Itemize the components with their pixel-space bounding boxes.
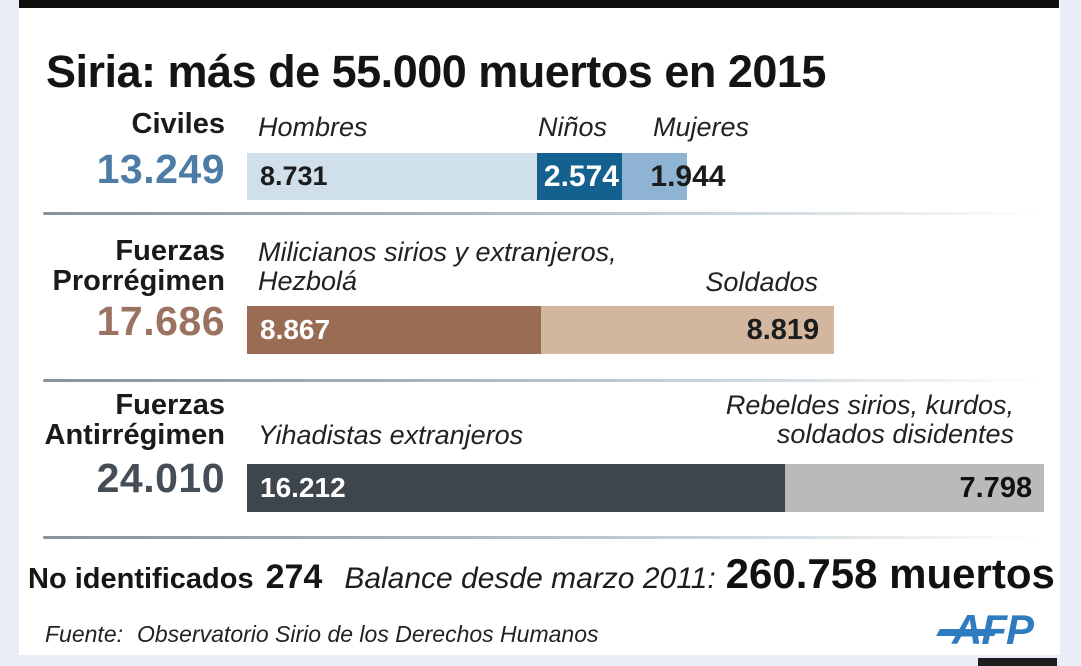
group-label-line: Fuerzas bbox=[115, 389, 225, 421]
group-label-line: Prorrégimen bbox=[52, 265, 225, 297]
bar-value-rebeldes: 7.798 bbox=[959, 472, 1033, 504]
afp-logo-bar bbox=[936, 629, 998, 636]
segment-label-mujeres: Mujeres bbox=[653, 112, 750, 142]
bar-segment-rebeldes: 7.798 bbox=[785, 464, 1045, 512]
section-divider-2 bbox=[43, 379, 1041, 382]
group-label-civiles: Civiles bbox=[30, 108, 226, 140]
bar-civiles: 8.731 2.574 1.944 bbox=[247, 153, 726, 200]
group-label-line: Fuerzas bbox=[115, 235, 225, 267]
total-antirregimen: 24.010 bbox=[96, 455, 225, 501]
bar-value-ninos: 2.574 bbox=[543, 160, 619, 193]
page-title: Siria: más de 55.000 muertos en 2015 bbox=[46, 46, 826, 98]
segment-label-yihadistas: Yihadistas extranjeros bbox=[258, 420, 524, 450]
source-text: Observatorio Sirio de los Derechos Human… bbox=[137, 621, 599, 647]
bar-segment-soldados: 8.819 bbox=[541, 306, 835, 354]
source-label: Fuente: bbox=[45, 621, 123, 647]
bar-value-hombres: 8.731 bbox=[260, 161, 328, 191]
unidentified-label: No identificados bbox=[28, 563, 254, 595]
bar-segment-mujeres: 1.944 bbox=[622, 153, 726, 200]
summary-line: No identificados 274 Balance desde marzo… bbox=[28, 550, 1055, 598]
section-divider-3 bbox=[43, 536, 1041, 539]
segment-label-line: Milicianos sirios y extranjeros, bbox=[258, 237, 617, 267]
segment-label-line: Hezbolá bbox=[258, 266, 358, 296]
bar-segment-yihadistas: 16.212 bbox=[247, 464, 786, 512]
segment-label-milicianos: Milicianos sirios y extranjeros, Hezbolá bbox=[258, 238, 617, 296]
segment-label-line: soldados disidentes bbox=[776, 419, 1014, 449]
bar-value-milicianos: 8.867 bbox=[260, 314, 331, 345]
total-prorregimen: 17.686 bbox=[96, 298, 225, 344]
bar-segment-milicianos: 8.867 bbox=[247, 306, 542, 354]
bar-antirregimen: 16.212 7.798 bbox=[247, 464, 1045, 512]
segment-label-soldados: Soldados bbox=[705, 267, 818, 297]
top-black-bar bbox=[19, 0, 1059, 8]
section-divider-1 bbox=[43, 212, 1041, 215]
source-line: Fuente: Observatorio Sirio de los Derecho… bbox=[45, 621, 598, 648]
segment-label-hombres: Hombres bbox=[258, 112, 368, 142]
bar-value-mujeres: 1.944 bbox=[650, 160, 726, 193]
balance-value: 260.758 muertos bbox=[725, 550, 1055, 597]
segment-label-ninos: Niños bbox=[538, 112, 608, 142]
group-label-antirregimen: Fuerzas Antirrégimen bbox=[30, 390, 225, 450]
segment-label-rebeldes: Rebeldes sirios, kurdos, soldados diside… bbox=[726, 391, 1014, 449]
bar-segment-hombres: 8.731 bbox=[247, 153, 537, 200]
total-civiles: 13.249 bbox=[96, 146, 225, 192]
segment-label-line: Rebeldes sirios, kurdos, bbox=[725, 390, 1014, 420]
bar-value-soldados: 8.819 bbox=[746, 314, 820, 346]
afp-logo: AFP bbox=[936, 606, 1034, 654]
bar-prorregimen: 8.867 8.819 bbox=[247, 306, 835, 354]
group-label-prorregimen: Fuerzas Prorrégimen bbox=[30, 236, 225, 296]
balance-label: Balance desde marzo 2011: bbox=[344, 562, 716, 595]
bar-segment-ninos: 2.574 bbox=[536, 153, 623, 200]
group-label-line: Antirrégimen bbox=[44, 419, 225, 451]
group-label-line: Civiles bbox=[131, 108, 226, 140]
bar-value-yihadistas: 16.212 bbox=[260, 472, 346, 503]
bottom-edge-bar bbox=[978, 658, 1057, 666]
unidentified-value: 274 bbox=[265, 558, 323, 596]
